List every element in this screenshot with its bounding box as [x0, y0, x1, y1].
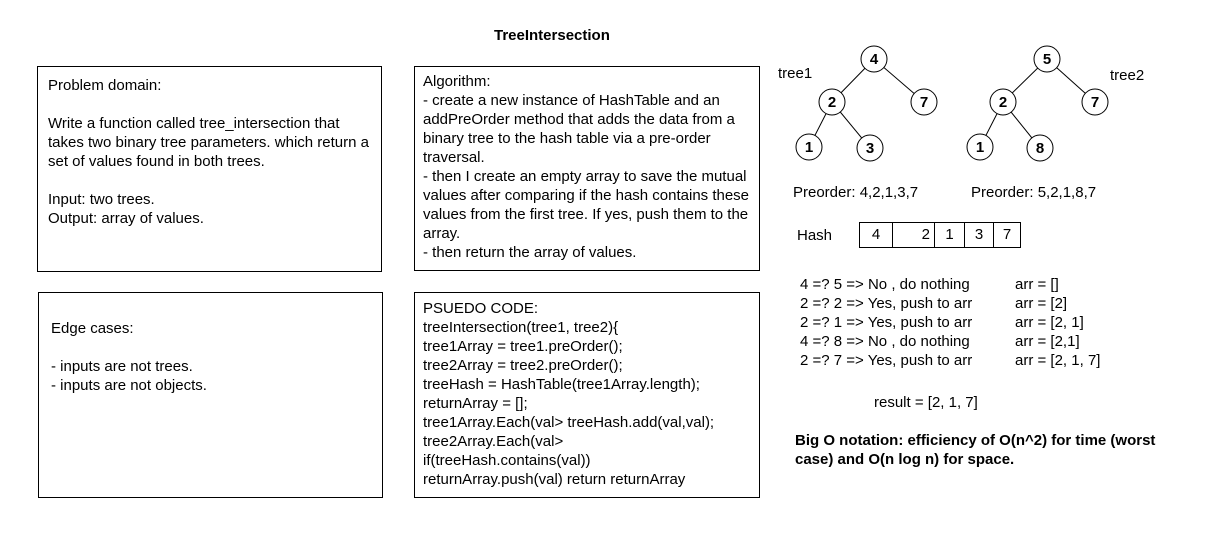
hash-cell: 4 [871, 226, 881, 243]
tree2-node-left: 2 [989, 88, 1017, 116]
step-compare: 2 =? 7 => Yes, push to arr [800, 352, 973, 369]
pseudo-line: returnArray = []; [423, 395, 528, 412]
step-arr: arr = [2,1] [1015, 333, 1080, 350]
problem-heading: Problem domain: [48, 77, 162, 94]
step-row: 2 =? 2 => Yes, push to arr arr = [2] [800, 294, 1100, 313]
binary-trees-diagram: 4 2 7 1 3 5 2 7 1 8 tree1 tree2 [778, 45, 1144, 162]
step-compare: 2 =? 1 => Yes, push to arr [800, 314, 973, 331]
problem-output: Output: array of values. [48, 210, 204, 227]
tree1-node-root: 4 [860, 45, 888, 73]
hash-cell: 7 [993, 223, 1020, 247]
pseudo-line: returnArray.push(val) return returnArray [423, 471, 686, 488]
tree1-node-left-right: 3 [856, 134, 884, 162]
edge-cases-heading: Edge cases: [51, 320, 134, 337]
step-arr: arr = [2] [1015, 295, 1068, 312]
node-label: 3 [866, 140, 874, 157]
pseudo-line: tree1Array = tree1.preOrder(); [423, 338, 623, 355]
tree2-node-left-right: 8 [1026, 134, 1054, 162]
step-compare: 4 =? 8 => No , do nothing [800, 333, 970, 350]
step-row: 2 =? 1 => Yes, push to arr arr = [2, 1] [800, 313, 1100, 332]
big-o-note: Big O notation: efficiency of O(n^2) for… [795, 432, 1156, 468]
hash-cell: 1 [934, 223, 964, 247]
tree2-node-root: 5 [1033, 45, 1061, 73]
edge-cases-box: Edge cases: - inputs are not trees. - in… [38, 292, 383, 498]
pseudo-line: treeHash = HashTable(tree1Array.length); [423, 376, 700, 393]
step-row: 4 =? 8 => No , do nothing arr = [2,1] [800, 332, 1100, 351]
tree1-node-left: 2 [818, 88, 846, 116]
tree2-node-left-left: 1 [966, 133, 994, 161]
step-compare: 4 =? 5 => No , do nothing [800, 276, 970, 293]
step-row: 4 =? 5 => No , do nothing arr = [] [800, 275, 1100, 294]
tree2-label: tree2 [1110, 67, 1144, 84]
node-label: 7 [920, 94, 928, 111]
algorithm-heading: Algorithm: [423, 73, 491, 90]
algorithm-step: - then return the array of values. [423, 244, 637, 261]
algorithm-box: Algorithm: - create a new instance of Ha… [414, 66, 760, 271]
step-compare: 2 =? 2 => Yes, push to arr [800, 295, 973, 312]
node-label: 2 [828, 94, 836, 111]
node-label: 8 [1036, 140, 1044, 157]
tree1-label: tree1 [778, 65, 812, 82]
tree1-preorder: Preorder: 4,2,1,3,7 [793, 184, 919, 201]
step-arr: arr = [2, 1] [1015, 314, 1084, 331]
node-label: 1 [976, 139, 984, 156]
tree1-node-left-left: 1 [795, 133, 823, 161]
algorithm-step: - then I create an empty array to save t… [423, 168, 750, 242]
node-label: 1 [805, 139, 813, 156]
node-label: 2 [999, 94, 1007, 111]
problem-description: Write a function called tree_intersectio… [48, 115, 369, 170]
tree2-preorder: Preorder: 5,2,1,8,7 [971, 184, 1097, 201]
hash-label: Hash [797, 227, 833, 244]
pseudo-line: if(treeHash.contains(val)) [423, 452, 591, 469]
node-label: 5 [1043, 51, 1051, 68]
pseudo-line: tree1Array.Each(val> treeHash.add(val,va… [423, 414, 715, 431]
problem-input: Input: two trees. [48, 191, 155, 208]
hash-cell: 3 [964, 223, 993, 247]
hash-cell: 2 [892, 223, 934, 247]
tree2-node-right: 7 [1081, 88, 1109, 116]
node-label: 4 [870, 51, 879, 68]
node-label: 7 [1091, 94, 1099, 111]
step-arr: arr = [] [1015, 276, 1059, 293]
comparison-steps: 4 =? 5 => No , do nothing arr = [] 2 =? … [800, 275, 1100, 370]
pseudo-heading: PSUEDO CODE: [423, 300, 539, 317]
step-row: 2 =? 7 => Yes, push to arr arr = [2, 1, … [800, 351, 1100, 370]
step-arr: arr = [2, 1, 7] [1015, 352, 1101, 369]
pseudo-line: tree2Array = tree2.preOrder(); [423, 357, 623, 374]
pseudo-line: treeIntersection(tree1, tree2){ [423, 319, 619, 336]
algorithm-step: - create a new instance of HashTable and… [423, 92, 735, 166]
edge-case-item: - inputs are not objects. [51, 377, 207, 394]
hash-table: 4 2 1 3 7 [859, 222, 1021, 248]
edge-case-item: - inputs are not trees. [51, 358, 193, 375]
result-text: result = [2, 1, 7] [874, 394, 978, 411]
problem-domain-box: Problem domain: Write a function called … [37, 66, 382, 272]
pseudo-code-box: PSUEDO CODE: treeIntersection(tree1, tre… [414, 292, 760, 498]
pseudo-line: tree2Array.Each(val> [423, 433, 564, 450]
page-title: TreeIntersection [494, 27, 610, 44]
tree1-node-right: 7 [910, 88, 938, 116]
